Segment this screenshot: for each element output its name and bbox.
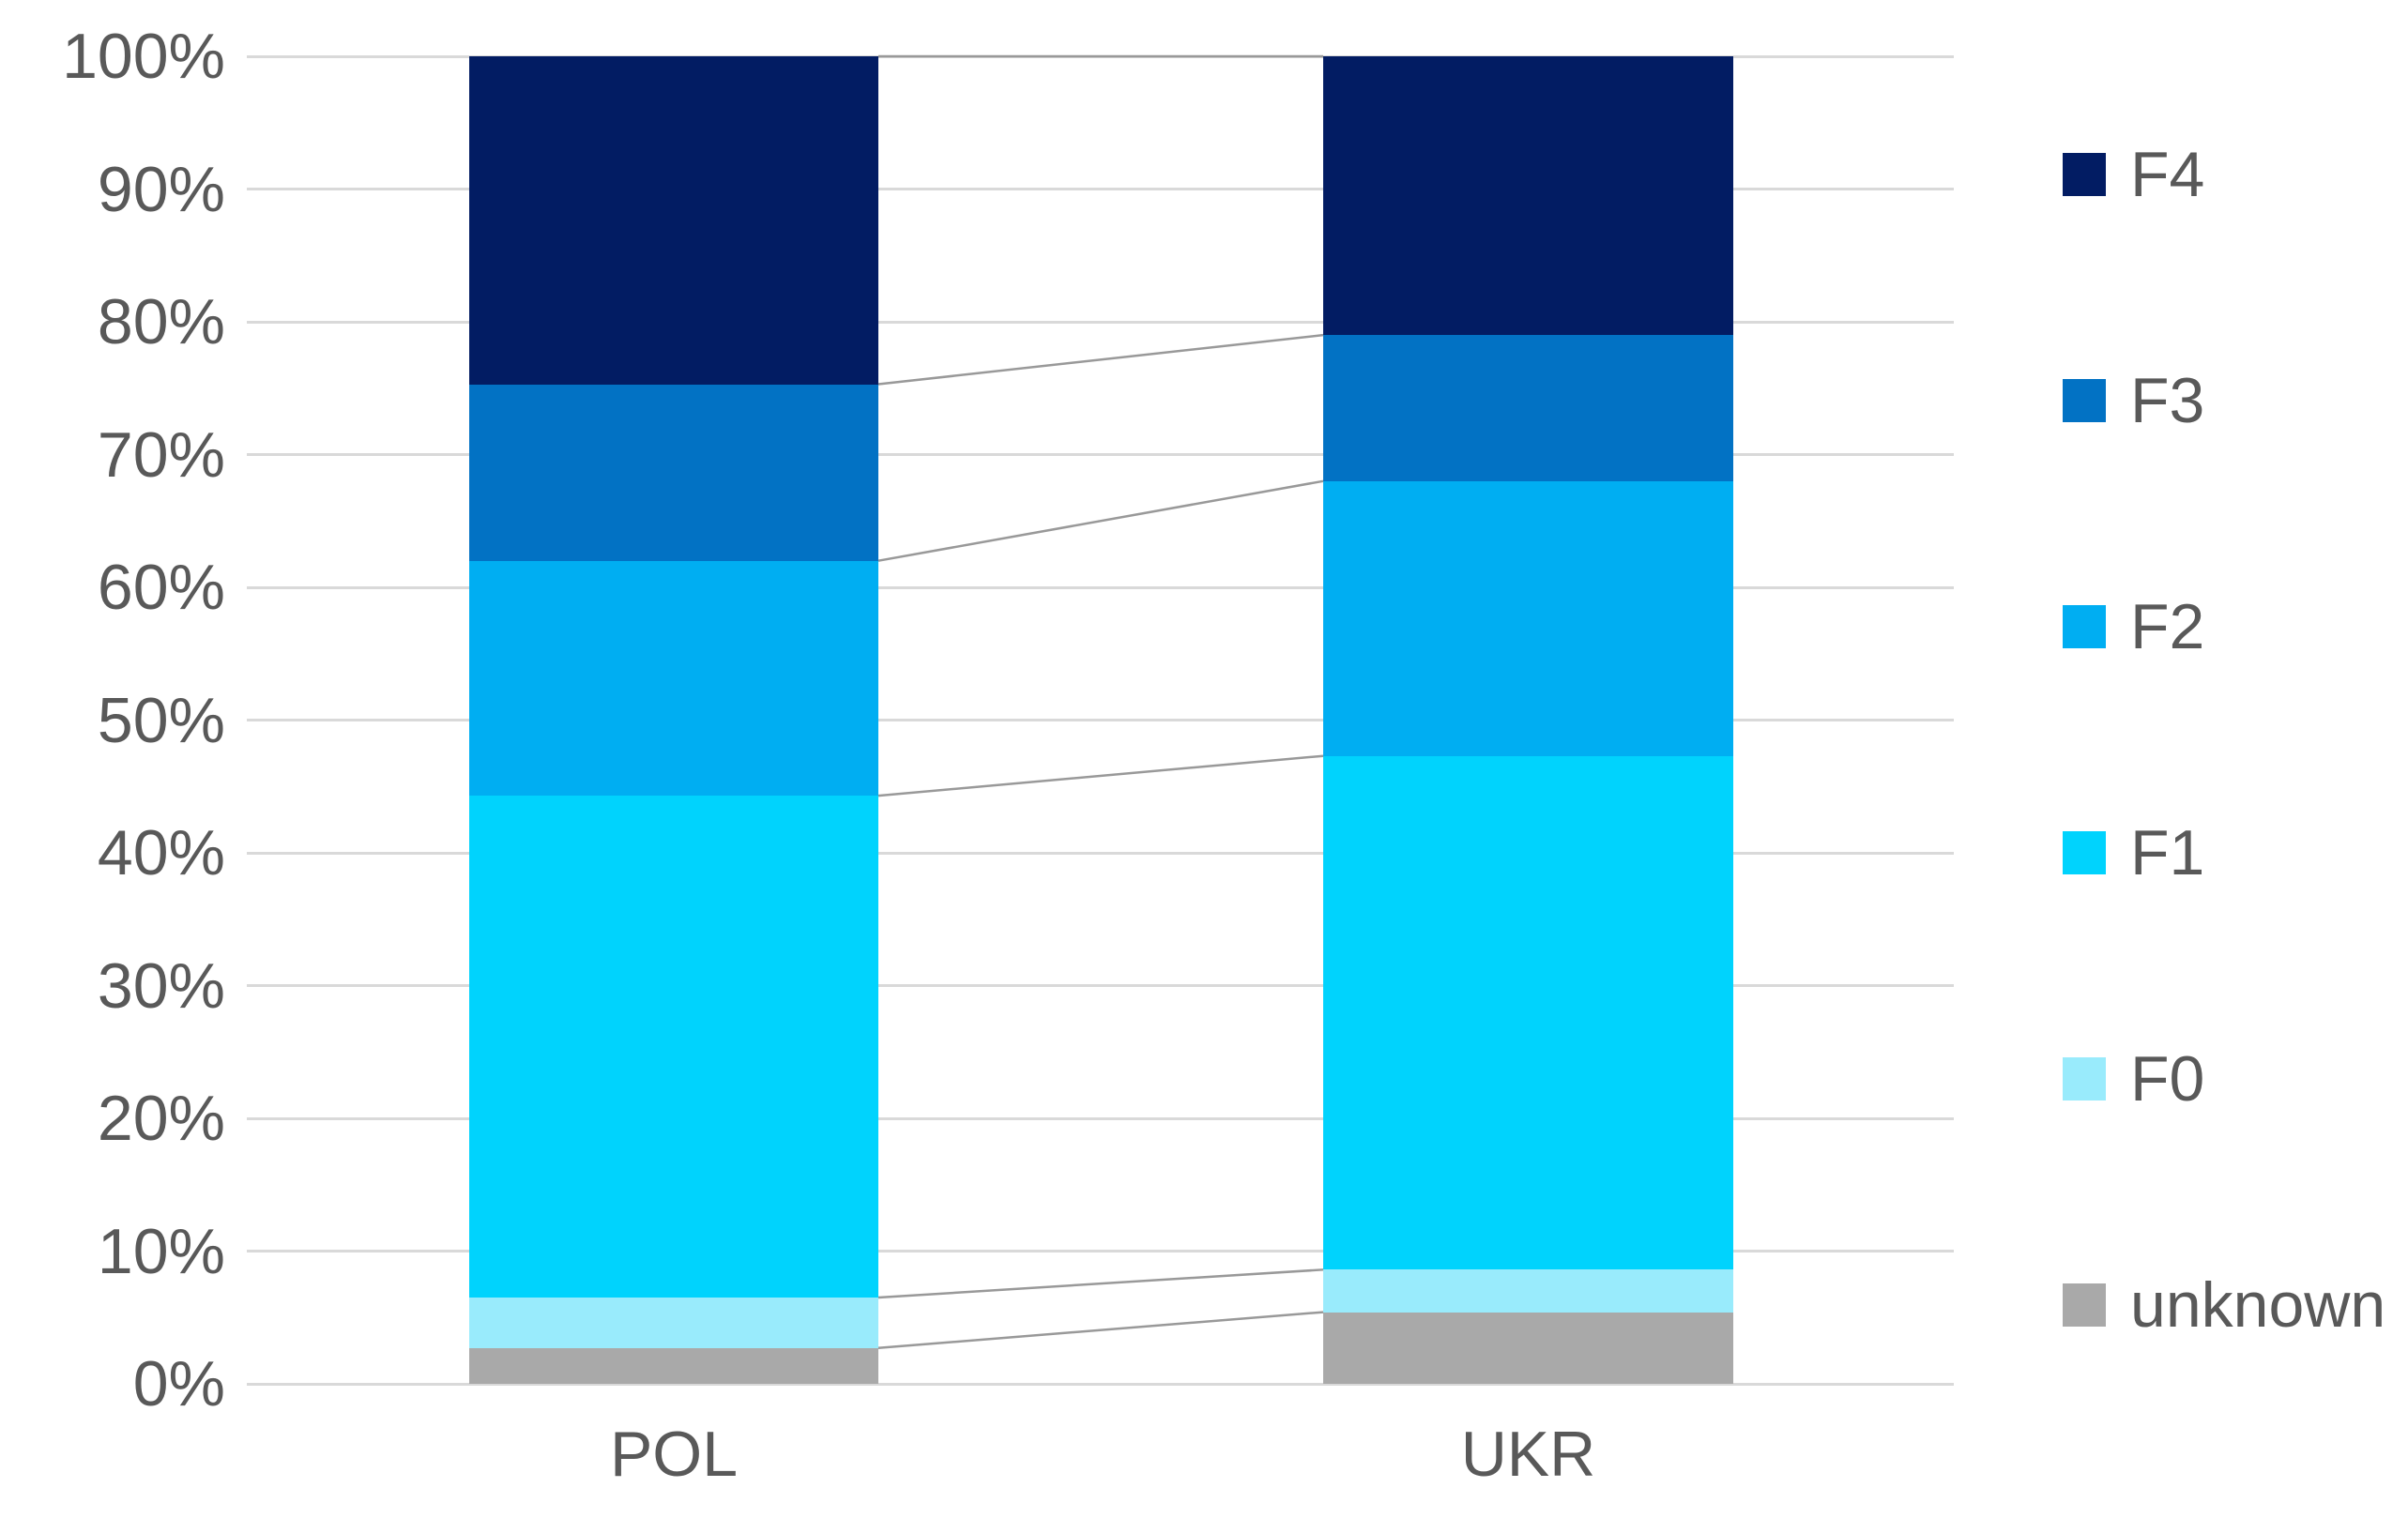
bar-segment-POL-unknown	[469, 1347, 878, 1384]
connector-line	[877, 479, 1324, 562]
connector-line	[877, 333, 1324, 386]
category-label-UKR: UKR	[1460, 1419, 1596, 1490]
y-axis-tick-label: 40%	[97, 817, 225, 888]
legend-item-F2: F2	[2063, 593, 2385, 660]
gridline	[247, 1116, 1954, 1120]
bar-segment-UKR-unknown	[1323, 1312, 1733, 1384]
bar-segment-POL-F4	[469, 56, 878, 385]
legend-label: unknown	[2130, 1269, 2386, 1341]
bar-segment-UKR-F3	[1323, 335, 1733, 481]
legend-label: F0	[2130, 1043, 2205, 1115]
connector-line	[877, 1268, 1324, 1299]
legend-swatch-F0	[2063, 1057, 2106, 1101]
bar-segment-POL-F0	[469, 1298, 878, 1348]
category-label-POL: POL	[609, 1419, 739, 1490]
legend-label: F1	[2130, 817, 2205, 888]
bar-segment-UKR-F0	[1323, 1269, 1733, 1313]
gridline	[247, 585, 1954, 589]
legend-item-F1: F1	[2063, 819, 2385, 887]
y-axis-tick-label: 20%	[97, 1083, 225, 1154]
gridline	[247, 1382, 1954, 1386]
y-axis-tick-label: 10%	[97, 1215, 225, 1287]
legend-swatch-unknown	[2063, 1283, 2106, 1327]
legend-swatch-F4	[2063, 153, 2106, 196]
chart-legend: F4 F3 F2 F1 F0 unknown	[2063, 141, 2385, 1339]
y-axis-tick-label: 0%	[132, 1348, 225, 1419]
y-axis-tick-label: 60%	[97, 552, 225, 623]
y-axis-tick-label: 100%	[62, 21, 225, 92]
bar-segment-POL-F2	[469, 560, 878, 797]
bar-segment-POL-F3	[469, 384, 878, 561]
legend-swatch-F2	[2063, 605, 2106, 648]
gridline	[247, 1250, 1954, 1252]
connector-line	[877, 1311, 1324, 1350]
gridline	[247, 453, 1954, 456]
y-axis-tick-label: 30%	[97, 949, 225, 1022]
legend-label: F4	[2130, 139, 2205, 210]
y-axis-tick-label: 80%	[97, 286, 225, 357]
legend-item-F3: F3	[2063, 367, 2385, 434]
gridline	[247, 188, 1954, 190]
y-axis-tick-label: 90%	[97, 153, 225, 225]
legend-swatch-F1	[2063, 831, 2106, 874]
legend-swatch-F3	[2063, 379, 2106, 422]
bar-segment-UKR-F4	[1323, 56, 1733, 336]
bar-segment-UKR-F2	[1323, 480, 1733, 756]
legend-item-unknown: unknown	[2063, 1271, 2385, 1339]
connector-line	[877, 754, 1324, 797]
legend-label: F2	[2130, 591, 2205, 662]
bar-segment-POL-F1	[469, 796, 878, 1298]
bar-segment-UKR-F1	[1323, 755, 1733, 1270]
legend-label: F3	[2130, 365, 2205, 436]
gridline	[247, 719, 1954, 721]
legend-item-F0: F0	[2063, 1045, 2385, 1113]
gridline	[247, 320, 1954, 324]
y-axis-tick-label: 70%	[97, 418, 225, 491]
legend-item-F4: F4	[2063, 141, 2385, 208]
gridline	[247, 984, 1954, 987]
gridline	[247, 851, 1954, 855]
y-axis-tick-label: 50%	[97, 684, 225, 756]
